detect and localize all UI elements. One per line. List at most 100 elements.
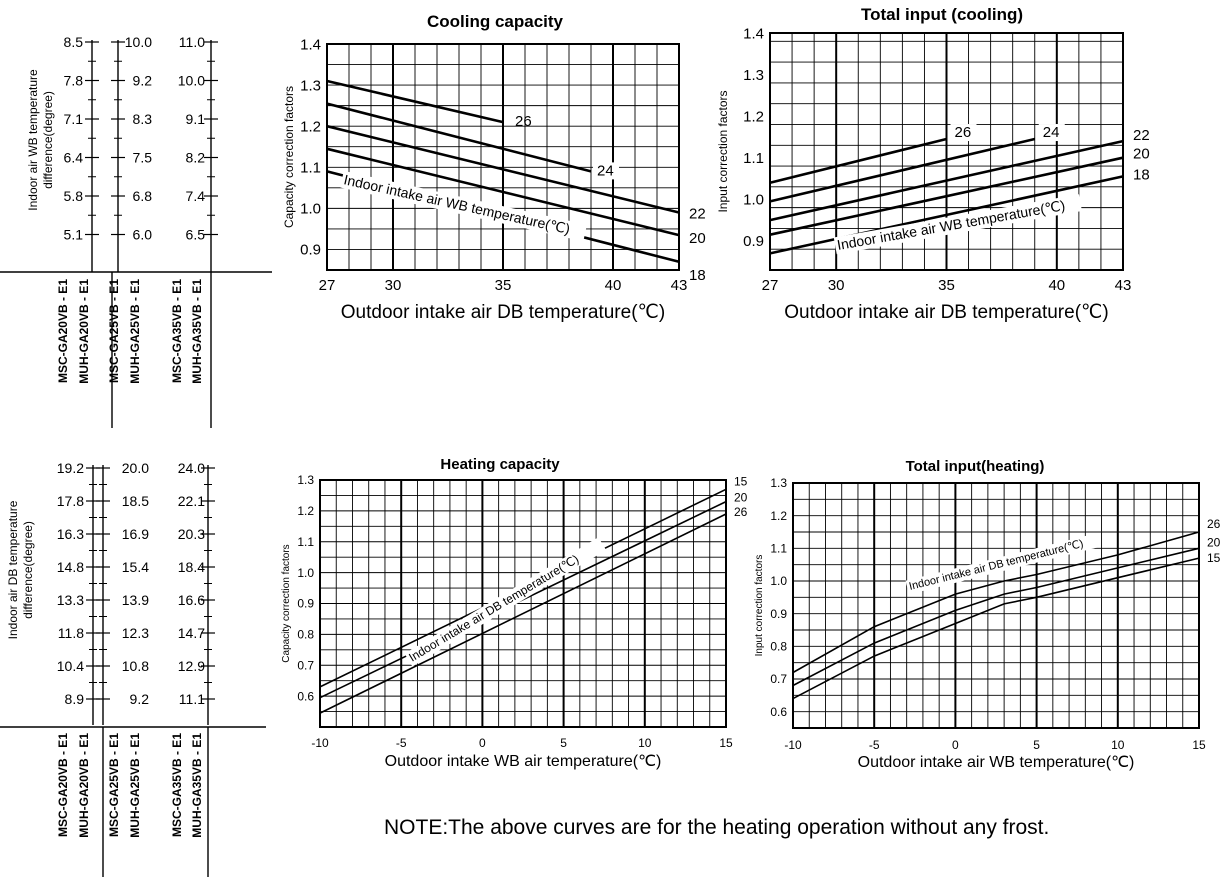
chart-title: Total input (cooling) — [861, 5, 1023, 24]
scale-value-col2: 6.8 — [133, 188, 153, 204]
scale-value-col2: 18.5 — [122, 493, 149, 509]
y-tick-label: 1.0 — [743, 192, 764, 209]
y-tick-label: 1.0 — [770, 574, 787, 588]
scale-value-col1: 7.1 — [64, 111, 84, 127]
series-group — [319, 488, 727, 714]
series-label-bg — [593, 162, 619, 180]
scale-axis-label: Indoor air WB temperature — [26, 69, 40, 211]
x-tick-label: -10 — [311, 736, 329, 750]
series-label-15: 15 — [1207, 551, 1221, 565]
scale-value-col1: 7.8 — [64, 73, 84, 89]
scale-value-col3: 7.4 — [186, 188, 206, 204]
y-tick-label: 0.8 — [770, 640, 787, 654]
x-tick-label: 27 — [762, 277, 779, 294]
model-name-msc-ga20vb-e1: MSC-GA20VB - E1 — [56, 733, 70, 837]
model-name-muh-ga20vb-e1: MUH-GA20VB - E1 — [77, 733, 91, 838]
scale-value-col2: 10.8 — [122, 658, 149, 674]
series-label-24: 24 — [597, 162, 614, 179]
y-tick-label: 1.3 — [297, 473, 314, 487]
chart-title: Heating capacity — [440, 456, 560, 473]
annotation-bg — [404, 537, 607, 667]
series-label-20: 20 — [1133, 146, 1150, 163]
series-label-22: 22 — [1133, 127, 1150, 144]
y-tick-label: 0.7 — [297, 658, 314, 672]
x-axis-label: Outdoor intake air WB temperature(℃) — [858, 754, 1135, 771]
series-label-22: 22 — [689, 205, 706, 222]
series-line-22 — [326, 124, 680, 214]
x-tick-label: 5 — [1033, 738, 1040, 752]
scale-value-col2: 13.9 — [122, 592, 149, 608]
x-tick-label: 0 — [479, 736, 486, 750]
annotation-bg — [340, 170, 587, 242]
annotation-bg — [905, 533, 1100, 595]
model-name-muh-ga25vb-e1: MUH-GA25VB - E1 — [128, 279, 142, 384]
scale-table-2: 19.2 20.0 24.0 17.8 18.5 22.1 16.3 16.9 20.3 14.8… — [0, 460, 266, 877]
y-tick-label: 1.3 — [770, 476, 787, 490]
y-tick-label: 1.2 — [743, 108, 764, 125]
scale-value-col2: 12.3 — [122, 625, 149, 641]
chart-grid — [319, 479, 727, 728]
scale-value-col3: 8.2 — [186, 150, 206, 166]
scale-value-col3: 12.9 — [178, 658, 205, 674]
x-tick-label: 30 — [828, 277, 845, 294]
scale-value-col1: 5.1 — [64, 227, 84, 243]
chart-major-grid — [326, 44, 680, 270]
scale-value-col1: 19.2 — [57, 460, 84, 476]
x-tick-label: 43 — [671, 277, 688, 294]
x-tick-label: 43 — [1115, 277, 1132, 294]
scale-value-col1: 16.3 — [57, 526, 84, 542]
annotation-group: Indoor intake air DB temperature(℃) — [905, 533, 1100, 595]
model-name-muh-ga35vb-e1: MUH-GA35VB - E1 — [190, 279, 204, 384]
x-tick-label: 10 — [1111, 738, 1125, 752]
scale-value-col1: 14.8 — [57, 559, 84, 575]
chart-total-input-cooling: Total input (cooling) 27 30 35 40 43 0.9 1.0 1.1… — [716, 5, 1150, 323]
scale-value-col1: 10.4 — [57, 658, 84, 674]
scale-value-col3: 18.4 — [178, 559, 205, 575]
chart-annotation: Indoor intake air WB temperature(℃) — [836, 197, 1067, 253]
series-line-20 — [326, 147, 680, 237]
model-name-msc-ga25vb-e1: MSC-GA25VB - E1 — [107, 733, 121, 837]
model-name-msc-ga20vb-e1: MSC-GA20VB - E1 — [56, 279, 70, 383]
scale-axis-label: difference(degree) — [41, 91, 55, 189]
scale-value-col3: 6.5 — [186, 227, 206, 243]
series-label-26: 26 — [955, 124, 972, 141]
y-tick-label: 0.7 — [770, 672, 787, 686]
scale-value-col2: 8.3 — [133, 111, 153, 127]
y-tick-label: 1.2 — [297, 504, 314, 518]
series-line-26 — [319, 513, 727, 714]
series-label-18: 18 — [689, 267, 706, 284]
series-group — [769, 137, 1124, 255]
frost-note: NOTE:The above curves are for the heatin… — [384, 816, 1050, 839]
plot-frame — [319, 479, 727, 728]
chart-title: Cooling capacity — [427, 12, 564, 31]
annotation-bg — [833, 194, 1082, 255]
y-tick-label: 1.3 — [743, 67, 764, 84]
series-line-18 — [769, 175, 1124, 255]
scale-value-col3: 11.0 — [179, 34, 205, 50]
scale-value-col3: 20.3 — [178, 526, 205, 542]
y-tick-label: 1.1 — [770, 542, 787, 556]
scale-value-col3: 24.0 — [178, 460, 205, 476]
scale-value-col1: 13.3 — [57, 592, 84, 608]
x-tick-label: -5 — [396, 736, 407, 750]
y-tick-label: 0.9 — [770, 607, 787, 621]
scale-value-col2: 10.0 — [125, 34, 152, 50]
scale-axis-label: difference(degree) — [21, 521, 35, 619]
scale-value-col2: 7.5 — [133, 150, 153, 166]
scale-value-col2: 16.9 — [122, 526, 149, 542]
scale-value-col3: 22.1 — [178, 493, 205, 509]
series-line-22 — [769, 139, 1124, 222]
x-tick-label: 35 — [938, 277, 955, 294]
x-axis-label: Outdoor intake air DB temperature(℃) — [784, 302, 1108, 323]
y-tick-label: 0.9 — [297, 597, 314, 611]
series-label-24: 24 — [1043, 124, 1060, 141]
annotation-group: Indoor intake air WB temperature(℃) — [833, 194, 1082, 255]
model-name-msc-ga35vb-e1: MSC-GA35VB - E1 — [170, 279, 184, 383]
scale-value-col1: 17.8 — [57, 493, 84, 509]
y-tick-label: 0.8 — [297, 628, 314, 642]
scale-value-col1: 8.5 — [64, 34, 84, 50]
model-name-muh-ga35vb-e1: MUH-GA35VB - E1 — [190, 733, 204, 838]
series-label-20: 20 — [734, 491, 748, 505]
x-tick-label: 0 — [952, 738, 959, 752]
model-name-msc-ga25vb-e1: MSC-GA25VB - E1 — [107, 279, 121, 383]
